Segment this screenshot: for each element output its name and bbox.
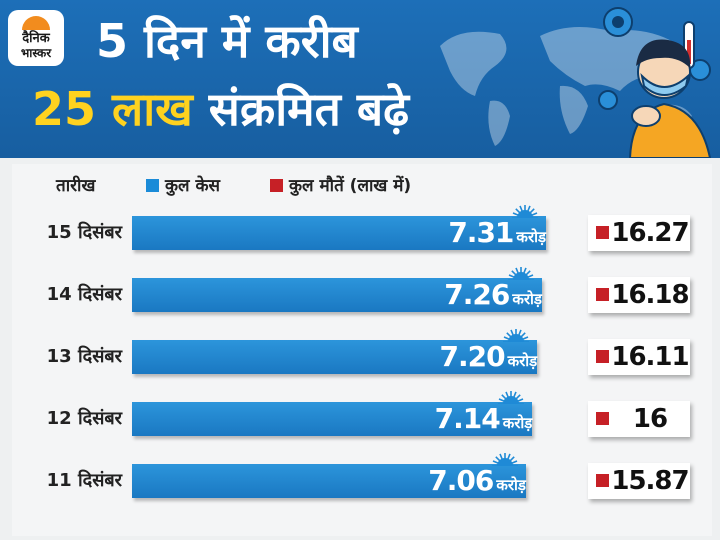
virus-icon bbox=[498, 391, 525, 404]
legend-cases-label: कुल केस bbox=[165, 176, 221, 196]
cases-swatch bbox=[146, 179, 159, 192]
cases-value-label: 7.26 करोड़ bbox=[402, 278, 542, 312]
deaths-marker bbox=[596, 288, 609, 301]
cases-value: 7.06 bbox=[428, 464, 494, 497]
category-label: 11 दिसंबर bbox=[46, 470, 122, 491]
deaths-marker bbox=[596, 226, 609, 239]
cases-bar bbox=[132, 464, 526, 498]
deaths-value: 16.11 bbox=[611, 342, 689, 372]
dainik-bhaskar-logo: दैनिक भास्कर bbox=[8, 10, 64, 66]
logo-line1: दैनिक bbox=[22, 31, 50, 46]
cases-bar bbox=[132, 340, 538, 374]
cases-bar bbox=[132, 278, 542, 312]
cases-value-label: 7.14 करोड़ bbox=[392, 402, 533, 436]
cases-unit: करोड़ bbox=[512, 290, 542, 308]
date-column-header: तारीख bbox=[56, 176, 96, 196]
deaths-value-box: 15.87 bbox=[588, 463, 690, 499]
header-banner: दैनिक भास्कर 5 दिन में करीब 25 लाख संक्र… bbox=[0, 0, 720, 158]
logo-line2: भास्कर bbox=[20, 46, 52, 60]
category-label: 13 दिसंबर bbox=[46, 346, 122, 367]
legend-deaths: कुल मौतें (लाख में) bbox=[270, 176, 411, 196]
virus-icon bbox=[503, 329, 530, 342]
cases-bar bbox=[132, 402, 533, 436]
cases-value-label: 7.06 करोड़ bbox=[386, 464, 526, 498]
virus-icon bbox=[512, 205, 538, 218]
deaths-value: 15.87 bbox=[611, 466, 689, 496]
deaths-marker bbox=[596, 474, 609, 487]
cases-value: 7.31 bbox=[448, 216, 514, 249]
title-line-1: 5 दिन में करीब bbox=[96, 14, 358, 68]
deaths-value-box: 16 bbox=[588, 401, 690, 437]
virus-icon bbox=[507, 267, 534, 280]
cases-unit: करोड़ bbox=[507, 352, 538, 370]
cases-value-label: 7.31 करोड़ bbox=[406, 216, 546, 250]
cases-value-label: 7.20 करोड़ bbox=[397, 340, 537, 374]
deaths-value: 16 bbox=[632, 404, 668, 434]
legend-cases: कुल केस bbox=[146, 176, 220, 196]
deaths-value-box: 16.18 bbox=[588, 277, 690, 313]
cases-value: 7.26 bbox=[444, 278, 510, 311]
cases-unit: करोड़ bbox=[516, 228, 546, 246]
title-rest: संक्रमित बढ़े bbox=[192, 82, 410, 136]
category-label: 14 दिसंबर bbox=[46, 284, 122, 305]
deaths-value-box: 16.11 bbox=[588, 339, 690, 375]
masked-person-illustration bbox=[598, 7, 712, 158]
cases-bar bbox=[132, 216, 546, 250]
deaths-marker bbox=[596, 412, 609, 425]
cases-value: 7.20 bbox=[439, 340, 505, 373]
cases-value: 7.14 bbox=[434, 402, 501, 435]
deaths-swatch bbox=[270, 179, 283, 192]
title-highlight: 25 लाख bbox=[32, 82, 193, 136]
title-line-2: 25 लाख संक्रमित बढ़े bbox=[32, 86, 409, 132]
legend-deaths-label: कुल मौतें (लाख में) bbox=[289, 176, 412, 196]
deaths-value: 16.27 bbox=[611, 218, 689, 248]
cases-unit: करोड़ bbox=[496, 476, 526, 494]
logo-sun-icon bbox=[22, 16, 50, 30]
category-label: 12 दिसंबर bbox=[46, 408, 122, 429]
category-label: 15 दिसंबर bbox=[46, 222, 122, 243]
deaths-marker bbox=[596, 350, 609, 363]
virus-icon bbox=[491, 453, 518, 466]
deaths-value-box: 16.27 bbox=[588, 215, 690, 251]
deaths-value: 16.18 bbox=[611, 280, 689, 310]
cases-unit: करोड़ bbox=[502, 414, 533, 432]
